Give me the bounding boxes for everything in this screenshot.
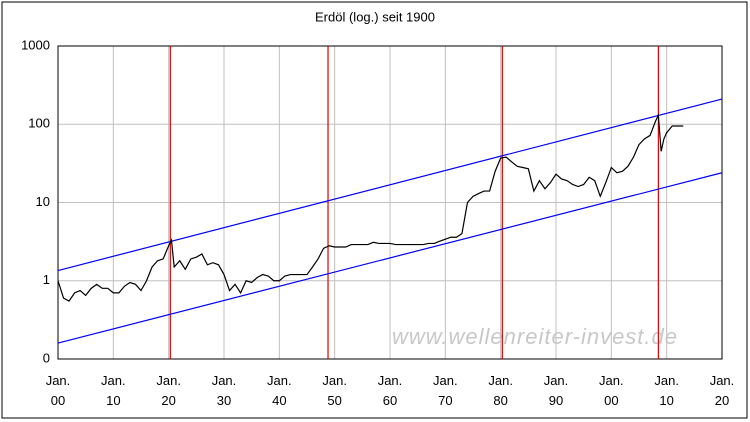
y-tick-label: 100 <box>28 116 50 131</box>
y-tick-label: 0 <box>43 350 50 365</box>
x-tick-label: Jan. 00 <box>45 373 71 408</box>
x-tick-label: Jan. 20 <box>156 373 181 408</box>
price-line <box>57 113 684 302</box>
x-tick-label: Jan. 20 <box>709 373 735 408</box>
x-tick-label: Jan. 50 <box>322 373 347 408</box>
x-tick-label: Jan. 90 <box>543 373 569 408</box>
y-tick-label: 1 <box>43 272 50 287</box>
x-tick-label: Jan. 10 <box>101 373 126 408</box>
x-tick-label: Jan. 10 <box>654 373 679 408</box>
plot-border <box>57 45 723 360</box>
channel-line <box>57 98 723 272</box>
x-tick-label: Jan. 70 <box>433 373 458 408</box>
x-tick-label: Jan. 60 <box>377 373 403 408</box>
y-tick-label: 10 <box>36 194 50 209</box>
y-tick-label: 1000 <box>21 37 50 52</box>
watermark: www.wellenreiter-invest.de <box>392 324 678 349</box>
x-tick-label: Jan. 30 <box>211 373 237 408</box>
channel-line <box>57 172 723 344</box>
x-tick-label: Jan. 40 <box>267 373 292 408</box>
chart-title: Erdöl (log.) seit 1900 <box>315 9 435 24</box>
x-tick-label: Jan. 80 <box>488 373 513 408</box>
x-tick-label: Jan. 00 <box>599 373 624 408</box>
